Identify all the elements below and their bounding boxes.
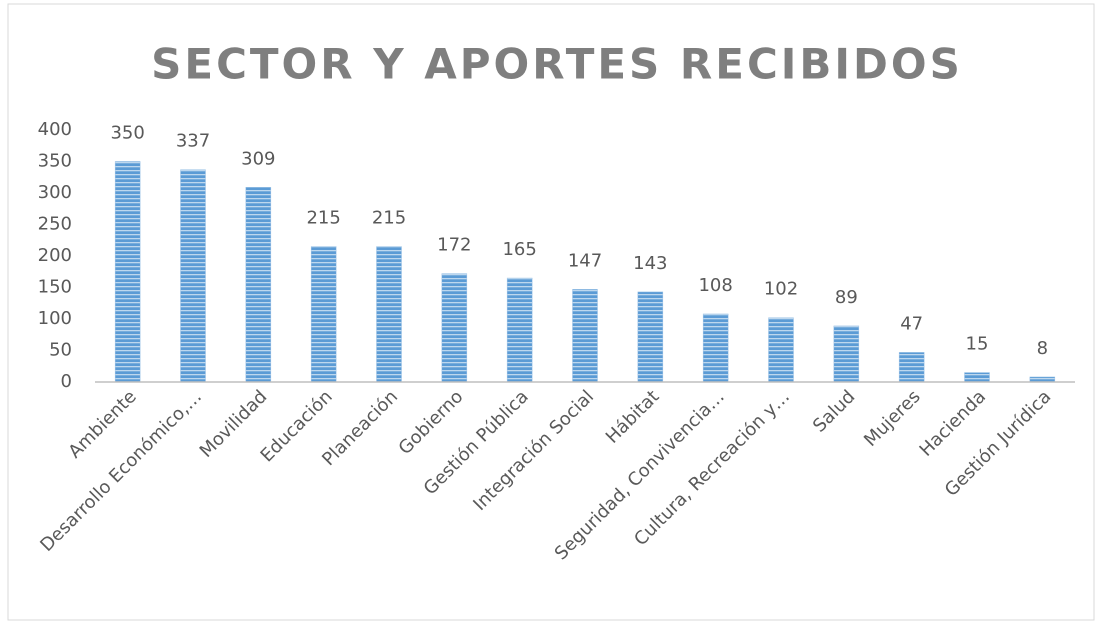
y-tick-label: 350 [38,151,72,172]
data-label: 8 [1037,338,1048,359]
data-label: 350 [110,123,144,144]
y-tick-label: 200 [38,245,72,266]
bar [964,372,990,383]
bar [637,291,664,383]
y-tick-label: 150 [38,277,72,298]
data-label: 102 [764,279,798,300]
bar [768,317,794,383]
chart-border [7,3,1095,621]
data-label: 15 [966,334,989,355]
bar [441,273,468,383]
data-label: 309 [241,148,275,169]
y-tick-label: 300 [38,182,72,203]
y-tick-label: 400 [38,119,72,140]
data-label: 172 [437,235,471,256]
y-tick-label: 0 [61,371,72,392]
data-label: 89 [835,287,858,308]
bar [506,277,533,383]
bar [572,289,598,383]
bar [376,246,402,383]
data-label: 337 [176,131,210,152]
bar [833,325,860,383]
y-tick-label: 100 [38,308,72,329]
bar [245,187,272,383]
data-label: 215 [306,208,340,229]
bar [898,352,925,383]
data-label: 147 [568,250,602,271]
data-label: 143 [633,253,667,274]
bar [702,313,729,383]
y-tick-label: 50 [49,340,72,361]
y-tick-label: 250 [38,214,72,235]
bar [310,246,337,383]
chart-title: SECTOR Y APORTES RECIBIDOS [151,40,963,89]
data-label: 165 [502,239,536,260]
data-label: 215 [372,208,406,229]
data-label: 108 [698,275,732,296]
data-label: 47 [900,313,923,334]
bar [180,169,206,383]
bar [1029,376,1056,383]
bar [114,161,141,383]
